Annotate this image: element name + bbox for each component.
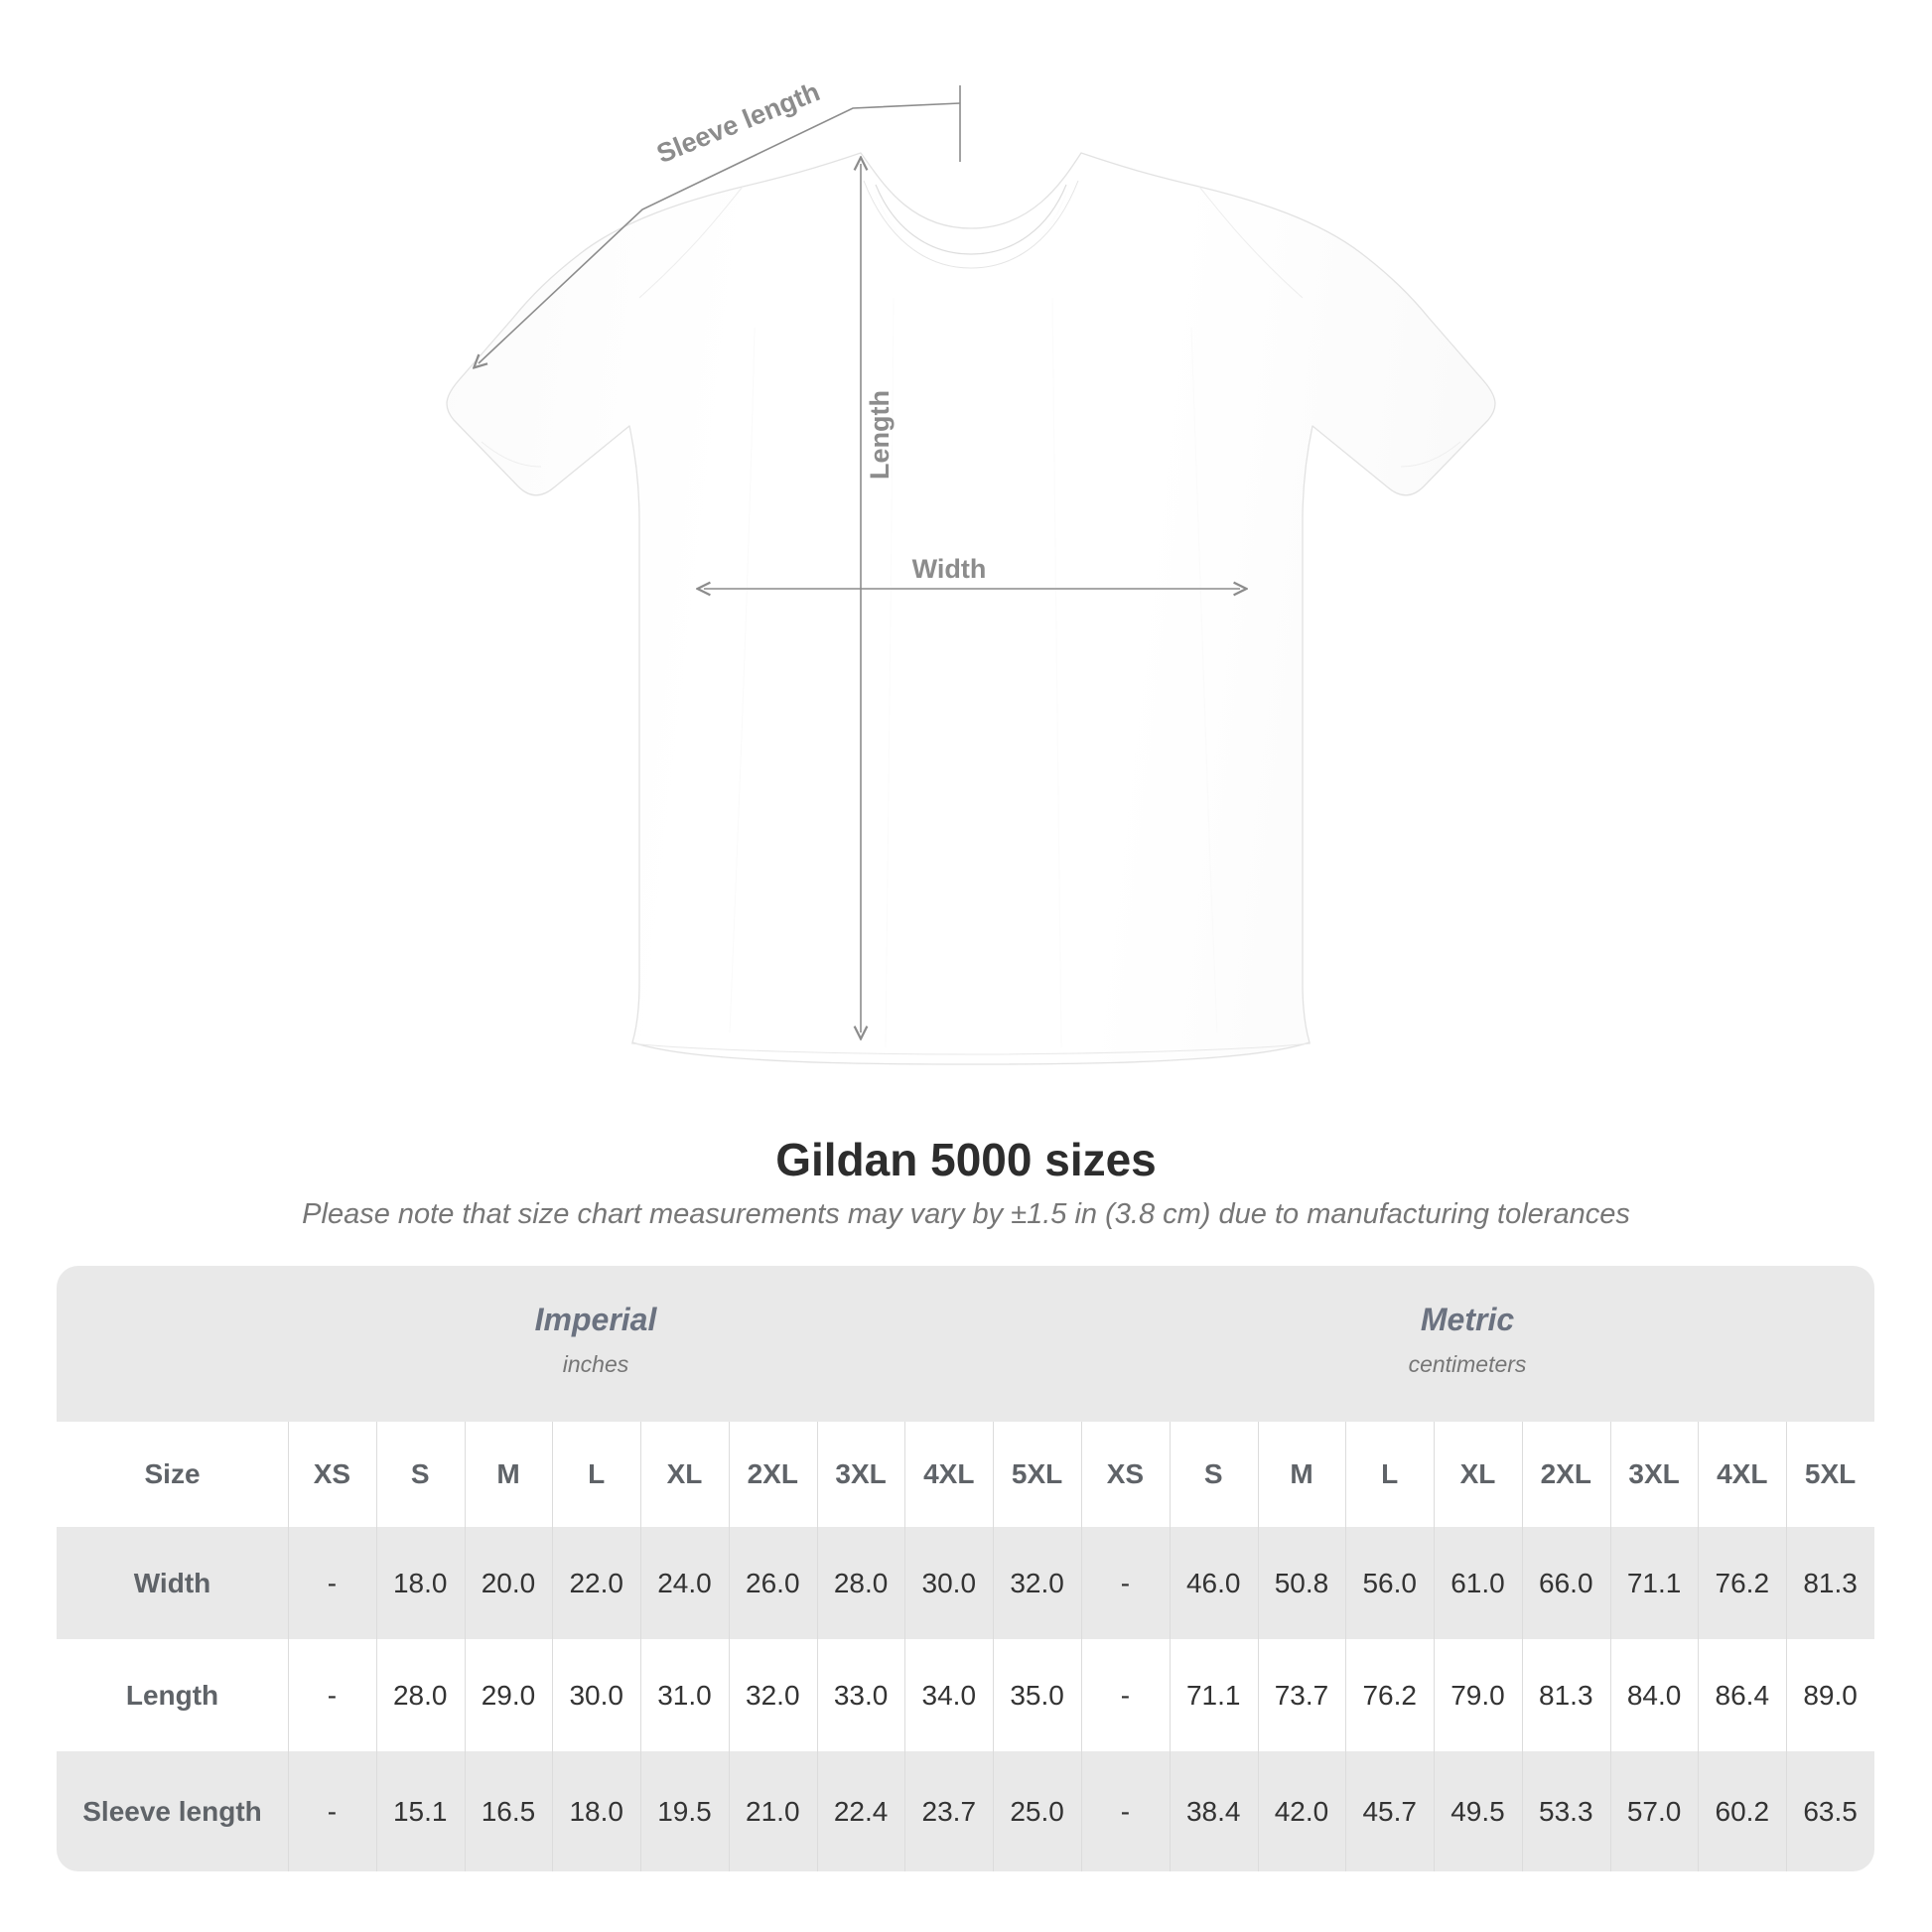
svg-text:Length: Length xyxy=(865,390,895,480)
svg-text:Sleeve length: Sleeve length xyxy=(652,76,824,169)
svg-text:Width: Width xyxy=(912,554,987,584)
